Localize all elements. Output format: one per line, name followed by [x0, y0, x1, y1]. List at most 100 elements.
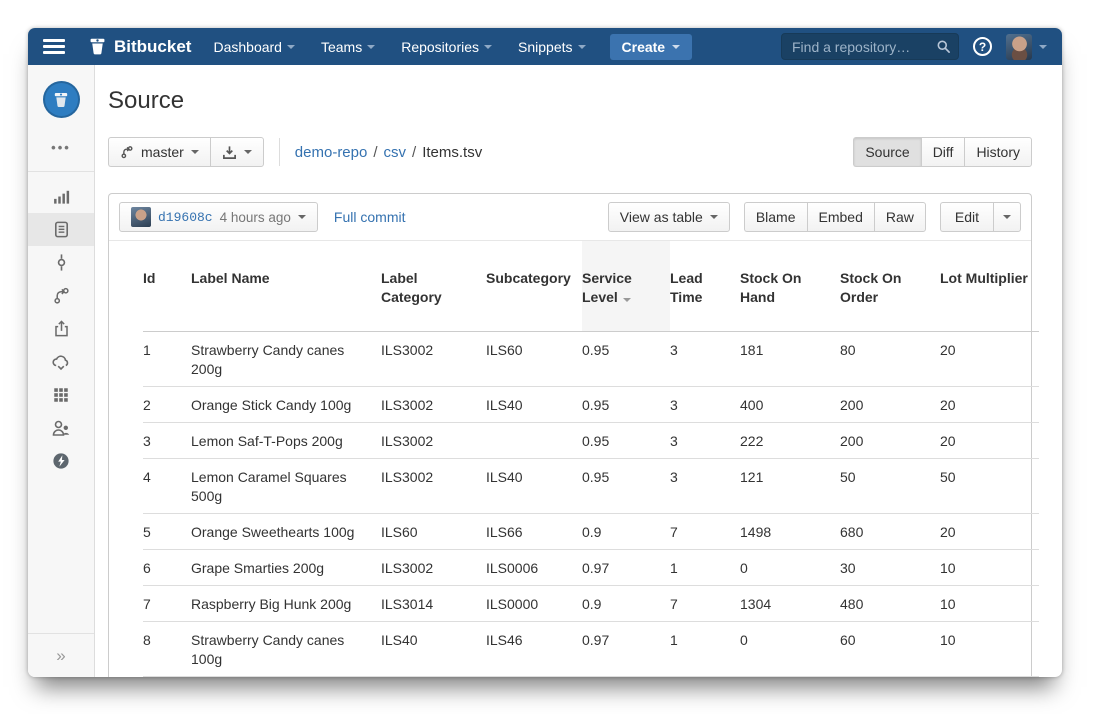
- edit-button[interactable]: Edit: [939, 202, 993, 232]
- table-row: 5 Orange Sweethearts 100g ILS60 ILS66 0.9 7 14…: [143, 513, 1039, 550]
- app-navbar: Bitbucket Dashboard Teams Repositories S…: [28, 28, 1062, 65]
- help-icon[interactable]: ?: [973, 37, 992, 56]
- file-actions: View as table Blame Embed Raw Edit: [607, 202, 1021, 232]
- table-cell: 0.97: [582, 621, 670, 677]
- table-cell: 0: [740, 621, 840, 677]
- table-cell: 7: [143, 585, 191, 622]
- bitbucket-wordmark: Bitbucket: [114, 36, 192, 56]
- table-cell: 1304: [740, 585, 840, 622]
- expand-sidebar-button[interactable]: »: [50, 645, 71, 667]
- edit-dropdown-button[interactable]: [993, 202, 1021, 232]
- download-icon: [222, 145, 236, 159]
- breadcrumb-folder-link[interactable]: csv: [383, 143, 407, 161]
- branch-label: master: [141, 144, 184, 160]
- table-cell: Lemon Saf-T-Pops 200g: [191, 422, 381, 459]
- table-cell: 0.9: [582, 585, 670, 622]
- table-cell: 4: [143, 458, 191, 514]
- toolbar-divider: [278, 138, 280, 166]
- column-header-id[interactable]: Id: [143, 241, 191, 332]
- tab-source[interactable]: Source: [853, 137, 921, 167]
- nav-teams[interactable]: Teams: [321, 39, 376, 55]
- cloud-download-icon: [52, 354, 69, 370]
- table-cell: 50: [840, 458, 940, 514]
- edit-split-button: Edit: [939, 202, 1021, 232]
- sort-caret-icon: [622, 298, 631, 302]
- breadcrumb-repo-link[interactable]: demo-repo: [294, 143, 368, 161]
- file-view-header: d19608c 4 hours ago Full commit View as …: [109, 194, 1031, 241]
- column-header-label: Label Category: [381, 270, 442, 305]
- table-row: 2 Orange Stick Candy 100g ILS3002 ILS40 0.95…: [143, 386, 1039, 423]
- sidebar-item-branches[interactable]: [28, 279, 94, 312]
- chevron-down-icon: [709, 215, 718, 219]
- sidebar-item-members[interactable]: [28, 411, 94, 444]
- search-icon: [937, 40, 950, 53]
- repo-avatar[interactable]: [42, 81, 80, 118]
- sidebar-item-source[interactable]: [28, 213, 94, 246]
- column-header-label-category[interactable]: Label Category: [381, 241, 486, 332]
- globe-icon: [53, 452, 69, 469]
- bitbucket-logo[interactable]: Bitbucket: [87, 36, 191, 57]
- table-cell: 7: [670, 585, 740, 622]
- search-input[interactable]: [781, 33, 959, 60]
- column-header-stock-on-order[interactable]: Stock On Order: [840, 241, 940, 332]
- table-cell: 3: [670, 386, 740, 423]
- breadcrumb-file-name: Items.tsv: [422, 143, 483, 161]
- view-as-table-button[interactable]: View as table: [607, 202, 730, 232]
- column-header-label-name[interactable]: Label Name: [191, 241, 381, 332]
- create-button[interactable]: Create: [609, 33, 693, 60]
- more-icon[interactable]: •••: [51, 140, 71, 155]
- nav-repositories[interactable]: Repositories: [401, 39, 493, 55]
- table-cell: Orange Stick Candy 100g: [191, 386, 381, 423]
- table-cell: 20: [940, 386, 1039, 423]
- primary-nav: Dashboard Teams Repositories Snippets: [213, 39, 586, 55]
- table-row: 4 Lemon Caramel Squares 500g ILS3002 ILS40 0…: [143, 458, 1039, 514]
- table-cell: Strawberry Candy canes 200g: [191, 331, 381, 387]
- download-button[interactable]: [209, 137, 264, 167]
- table-cell: 181: [740, 331, 840, 387]
- table-cell: 222: [740, 422, 840, 459]
- app-window: Bitbucket Dashboard Teams Repositories S…: [28, 28, 1062, 677]
- tab-history[interactable]: History: [964, 137, 1032, 167]
- branch-selector[interactable]: master: [108, 137, 210, 167]
- share-upload-icon: [54, 320, 68, 337]
- sidebar-item-downloads[interactable]: [28, 345, 94, 378]
- blame-button[interactable]: Blame: [743, 202, 807, 232]
- users-icon: [52, 420, 70, 436]
- user-menu[interactable]: [1006, 33, 1047, 60]
- column-header-label: Stock On Hand: [740, 270, 802, 305]
- column-header-label: Lead Time: [670, 270, 703, 305]
- table-cell: ILS60: [381, 513, 486, 550]
- sidebar-item-overview[interactable]: [28, 180, 94, 213]
- sidebar-item-explore[interactable]: [28, 444, 94, 477]
- nav-dashboard[interactable]: Dashboard: [213, 39, 295, 55]
- raw-button[interactable]: Raw: [873, 202, 926, 232]
- full-commit-link[interactable]: Full commit: [333, 209, 406, 225]
- sidebar-item-pull-requests[interactable]: [28, 312, 94, 345]
- chevron-down-icon: [297, 215, 306, 219]
- column-header-lead-time[interactable]: Lead Time: [670, 241, 740, 332]
- column-header-subcategory[interactable]: Subcategory: [486, 241, 582, 332]
- column-header-service-level[interactable]: Service Level: [582, 241, 670, 332]
- column-header-stock-on-hand[interactable]: Stock On Hand: [740, 241, 840, 332]
- menu-icon[interactable]: [43, 39, 65, 54]
- commit-selector[interactable]: d19608c 4 hours ago: [119, 202, 318, 232]
- sidebar-item-boards[interactable]: [28, 378, 94, 411]
- table-cell: 10: [940, 549, 1039, 586]
- column-header-label: Id: [143, 270, 156, 286]
- sidebar-item-commits[interactable]: [28, 246, 94, 279]
- branch-actions-group: master: [108, 137, 264, 167]
- repo-sidebar: •••: [28, 65, 95, 677]
- tab-diff[interactable]: Diff: [920, 137, 965, 167]
- nav-snippets[interactable]: Snippets: [518, 39, 586, 55]
- chevron-down-icon: [190, 150, 199, 154]
- table-cell: 0.95: [582, 422, 670, 459]
- table-cell: 20: [940, 331, 1039, 387]
- embed-button[interactable]: Embed: [806, 202, 874, 232]
- table-cell: ILS60: [486, 331, 582, 387]
- table-cell: Strawberry Candy canes 100g: [191, 621, 381, 677]
- table-header-row: Id Label Name Label Category Subcategory Ser…: [143, 241, 1039, 332]
- column-header-label: Stock On Order: [840, 270, 902, 305]
- column-header-lot-multiplier[interactable]: Lot Multiplier: [940, 241, 1039, 332]
- table-row: 8 Strawberry Candy canes 100g ILS40 ILS46 0.…: [143, 621, 1039, 677]
- table-body: 1 Strawberry Candy canes 200g ILS3002 ILS60…: [143, 331, 1039, 677]
